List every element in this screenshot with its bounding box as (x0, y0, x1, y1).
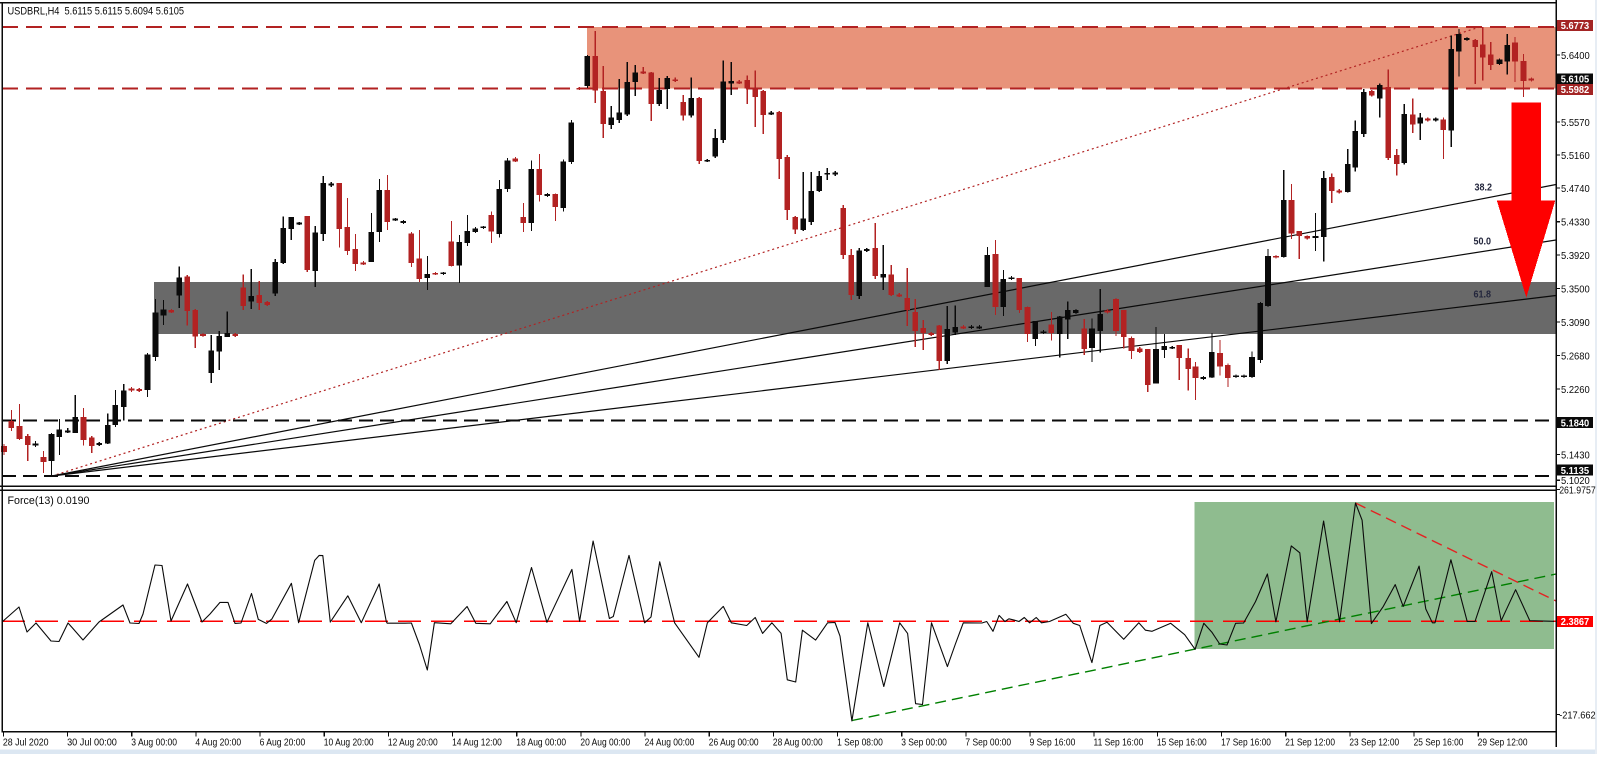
svg-text:23 Sep 12:00: 23 Sep 12:00 (1349, 736, 1399, 748)
svg-text:5.5160: 5.5160 (1561, 150, 1590, 162)
svg-text:5.5570: 5.5570 (1561, 117, 1590, 129)
svg-text:5.1135: 5.1135 (1561, 465, 1590, 477)
svg-text:26 Aug 00:00: 26 Aug 00:00 (709, 736, 759, 748)
svg-text:5.2260: 5.2260 (1561, 384, 1590, 396)
svg-text:5.6773: 5.6773 (1561, 20, 1590, 32)
svg-text:5.6400: 5.6400 (1561, 50, 1590, 62)
svg-text:5.3090: 5.3090 (1561, 317, 1590, 329)
svg-text:12 Aug 20:00: 12 Aug 20:00 (388, 736, 438, 748)
svg-text:15 Sep 16:00: 15 Sep 16:00 (1157, 736, 1207, 748)
svg-text:-217.662: -217.662 (1559, 709, 1596, 721)
svg-text:261.9757: 261.9757 (1559, 484, 1596, 496)
svg-text:6 Aug 20:00: 6 Aug 20:00 (260, 736, 306, 748)
svg-text:5.3920: 5.3920 (1561, 250, 1590, 262)
svg-text:17 Sep 16:00: 17 Sep 16:00 (1221, 736, 1271, 748)
svg-text:9 Sep 16:00: 9 Sep 16:00 (1030, 736, 1076, 748)
svg-text:Force(13) 0.0190: Force(13) 0.0190 (8, 495, 90, 507)
svg-text:5.1430: 5.1430 (1561, 449, 1590, 461)
svg-text:5.1840: 5.1840 (1561, 417, 1590, 429)
svg-text:18 Aug 00:00: 18 Aug 00:00 (516, 736, 566, 748)
svg-text:25 Sep 16:00: 25 Sep 16:00 (1414, 736, 1464, 748)
svg-text:28 Jul 2020: 28 Jul 2020 (3, 736, 49, 748)
svg-text:3 Sep 00:00: 3 Sep 00:00 (901, 736, 947, 748)
svg-text:30 Jul 00:00: 30 Jul 00:00 (67, 736, 117, 748)
svg-text:28 Aug 00:00: 28 Aug 00:00 (773, 736, 823, 748)
svg-text:5.3500: 5.3500 (1561, 283, 1590, 295)
svg-text:7 Sep 00:00: 7 Sep 00:00 (965, 736, 1011, 748)
svg-text:61.8: 61.8 (1474, 289, 1492, 301)
svg-text:50.0: 50.0 (1474, 236, 1492, 248)
svg-text:21 Sep 12:00: 21 Sep 12:00 (1285, 736, 1335, 748)
svg-text:29 Sep 12:00: 29 Sep 12:00 (1478, 736, 1528, 748)
svg-text:5.1020: 5.1020 (1561, 475, 1590, 487)
svg-text:2.3867: 2.3867 (1561, 616, 1590, 628)
svg-text:5.2680: 5.2680 (1561, 350, 1590, 362)
svg-text:5.4330: 5.4330 (1561, 217, 1590, 229)
svg-text:38.2: 38.2 (1475, 182, 1493, 194)
svg-text:11 Sep 16:00: 11 Sep 16:00 (1094, 736, 1144, 748)
svg-text:20 Aug 00:00: 20 Aug 00:00 (580, 736, 630, 748)
svg-text:10 Aug 20:00: 10 Aug 20:00 (324, 736, 374, 748)
svg-text:4 Aug 20:00: 4 Aug 20:00 (195, 736, 241, 748)
svg-text:5.6105: 5.6105 (1561, 74, 1590, 86)
svg-text:1 Sep 08:00: 1 Sep 08:00 (837, 736, 883, 748)
svg-text:14 Aug 12:00: 14 Aug 12:00 (452, 736, 502, 748)
svg-text:USDBRL,H4 5.6115 5.6115 5.609: USDBRL,H4 5.6115 5.6115 5.6094 5.6105 (8, 5, 185, 17)
svg-text:5.4740: 5.4740 (1561, 183, 1590, 195)
svg-text:3 Aug 00:00: 3 Aug 00:00 (131, 736, 177, 748)
svg-text:5.5982: 5.5982 (1561, 84, 1590, 96)
svg-text:24 Aug 00:00: 24 Aug 00:00 (645, 736, 695, 748)
